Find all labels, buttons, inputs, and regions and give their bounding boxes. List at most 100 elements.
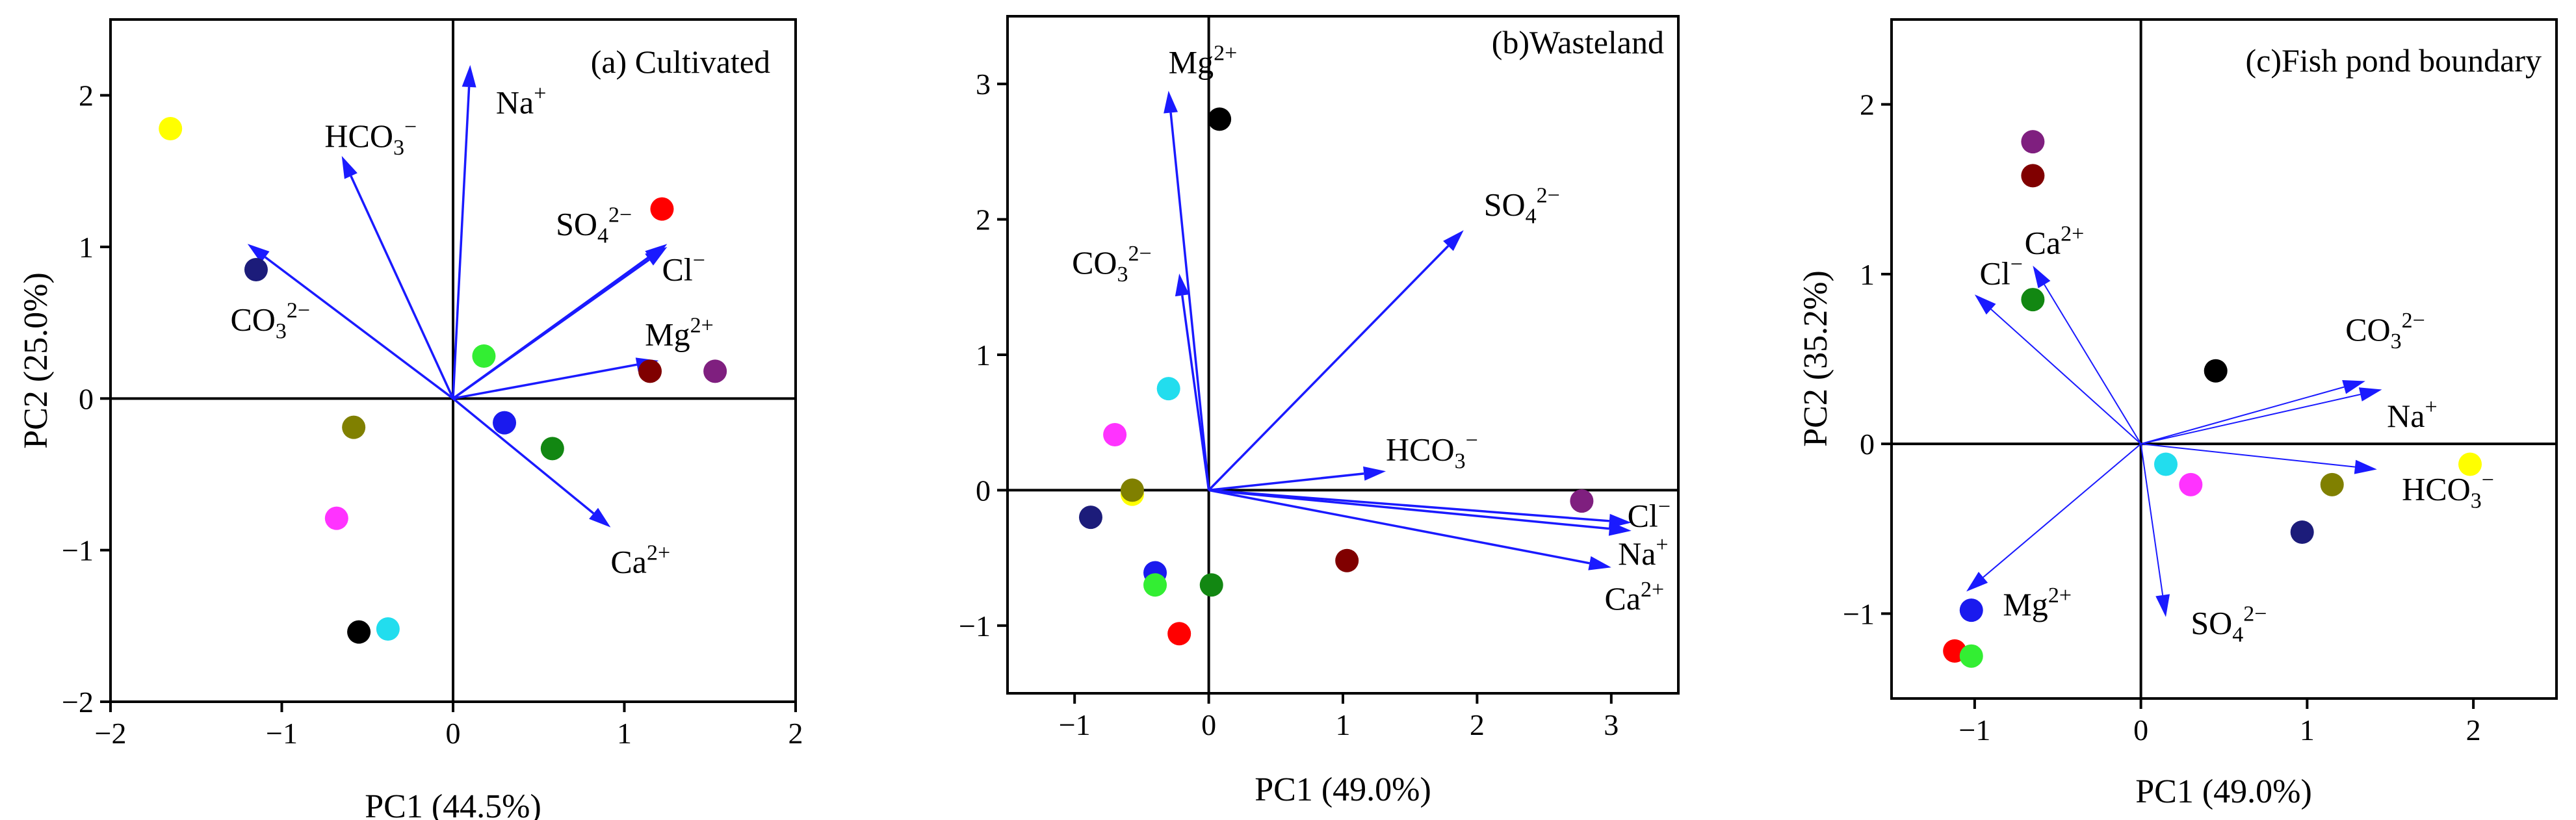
ion-symbol: Cl [1628,498,1658,534]
x-tick-label: 1 [617,717,632,750]
axis-ticks: −1 0 1 2 3 −1 0 1 2 3 [959,68,1619,741]
vector-label-mg: Mg2+ [645,314,714,353]
loading-vector-ca [1208,489,1611,570]
vector-shaft [264,256,454,400]
y-tick-label: 1 [1860,258,1875,291]
y-tick-label: 3 [976,68,991,101]
sample-points [1078,107,1594,646]
sample-point [1199,573,1223,597]
vector-arrowhead [1443,230,1464,251]
y-axis-label: PC2 (35.2%) [1797,270,1834,447]
plot-frame [1890,18,2558,700]
x-tick-label: −1 [266,717,298,750]
ion-symbol: Mg [1169,44,1214,81]
x-tick-label: 0 [1201,708,1216,741]
ion-subscript: 3 [276,319,287,343]
ion-subscript: 4 [597,224,608,248]
vector-label-so: SO42− [556,203,632,248]
ion-subscript: 3 [2471,489,2482,513]
vector-label-co: CO32− [230,298,310,343]
y-axis-label: PC2 (25.0%) [18,272,55,449]
sample-point [703,359,727,383]
ion-charge: 2− [1128,242,1152,266]
ion-charge: − [1466,429,1478,453]
ion-symbol: Ca [610,544,647,580]
vector-arrowhead [1588,556,1611,570]
x-tick-label: −1 [1958,713,1990,747]
sample-point [342,415,366,439]
vector-shaft [2140,386,2345,445]
ion-symbol: SO [1484,186,1526,222]
ion-charge: + [1656,533,1668,557]
vector-shaft [1983,443,2142,578]
sample-point [2458,452,2482,476]
loading-vectors [1966,265,2382,617]
ion-symbol: CO [1072,244,1117,281]
sample-point [2021,288,2045,312]
x-tick-label: 2 [788,717,803,750]
ion-symbol: CO [2345,311,2390,348]
vector-arrowhead [1175,273,1190,297]
vector-label-na: Na+ [2387,395,2438,434]
sample-point [1335,548,1359,572]
ion-symbol: Na [496,84,534,121]
ion-charge: 2+ [1641,578,1664,602]
y-tick-label: −1 [959,609,991,643]
vector-label-mg: Mg2+ [2003,583,2072,622]
ion-charge: + [534,82,546,106]
ion-charge: 2− [608,203,632,227]
sample-point [1959,644,1983,668]
vector-arrowhead [1966,572,1988,592]
vector-shaft [1990,309,2142,444]
ion-symbol: SO [556,205,597,242]
loading-vector-mg [1164,90,1210,491]
y-tick-label: 1 [79,231,94,264]
loading-vector-co [2140,380,2365,445]
sample-point [1208,107,1232,131]
vector-label-mg: Mg2+ [1169,42,1238,81]
ion-subscript: 4 [1526,204,1537,228]
vector-shaft [452,86,471,399]
ion-symbol: Ca [1604,580,1641,617]
vector-label-cl: Cl− [1628,495,1671,534]
ion-subscript: 3 [393,136,404,160]
y-tick-label: 2 [976,203,991,237]
panel-title: (c)Fish pond boundary [2246,42,2542,79]
vector-shaft [1208,489,1590,565]
ion-charge: 2− [2402,309,2425,333]
vector-shaft [1181,295,1210,491]
loading-vector-na [452,65,476,399]
x-tick-label: −1 [1059,708,1091,741]
loading-vector-mg [1966,443,2142,592]
x-tick-label: 0 [2133,713,2148,747]
vector-labels: Mg2+CO32−SO42−HCO3−Cl−Na+Ca2+ [1072,42,1671,617]
vector-arrowhead [341,156,358,179]
ion-charge: − [1658,495,1671,519]
vector-label-ca: Ca2+ [610,541,670,580]
vector-shaft [1208,245,1450,491]
ion-charge: 2− [2243,602,2267,626]
vector-shaft [2140,443,2164,596]
y-tick-label: −1 [1843,597,1875,630]
vector-shaft [1208,489,1610,530]
vector-arrowhead [1608,521,1632,536]
ion-charge: 2− [287,298,310,322]
sample-point [1103,422,1127,446]
sample-point [638,359,662,383]
sample-point [2153,452,2178,476]
sample-point [650,197,674,221]
sample-point [347,620,371,644]
sample-point [244,258,268,281]
ion-charge: 2+ [1214,42,1237,66]
sample-point [324,506,348,530]
x-tick-label: 1 [2300,713,2315,747]
sample-point [376,617,400,641]
loading-vector-na [1208,489,1632,536]
ion-symbol: SO [2191,605,2232,641]
sample-point [2290,520,2314,544]
loading-vector-hco [341,156,454,400]
vector-arrowhead [2354,459,2377,474]
vector-arrowhead [1363,466,1386,481]
